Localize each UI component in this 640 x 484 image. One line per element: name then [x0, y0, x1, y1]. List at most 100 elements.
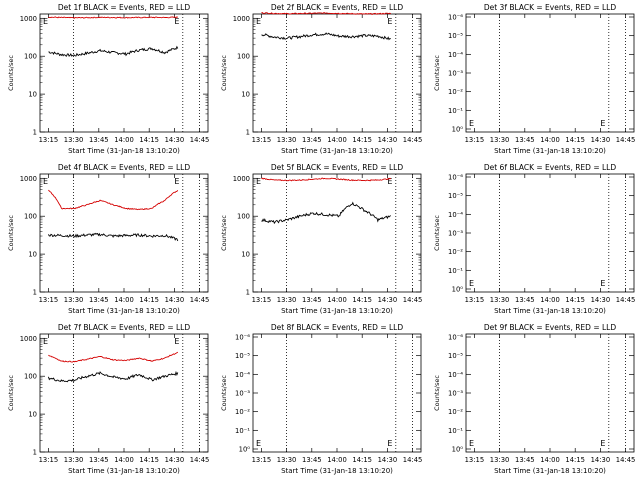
x-tick-label: 14:30: [165, 136, 185, 144]
y-tick-label: 10⁻⁴: [448, 211, 463, 219]
y-tick-label: 10⁻²: [235, 408, 250, 416]
chart-det-5: Det 5f BLACK = Events, RED = LLD Counts/s…: [220, 163, 422, 315]
plot-frame: [252, 333, 422, 453]
chart-title: Det 5f BLACK = Events, RED = LLD: [271, 163, 404, 172]
x-tick-label: 14:45: [616, 456, 636, 464]
y-tick-label: 1000: [20, 15, 37, 23]
x-axis-label: Start Time (31-Jan-18 13:10:20): [281, 147, 393, 155]
y-tick-label: 10⁰: [452, 126, 464, 134]
x-tick-label: 14:15: [139, 456, 159, 464]
x-tick-label: 14:15: [352, 136, 372, 144]
y-tick-label: 10⁻¹: [448, 267, 463, 275]
x-axis-label: Start Time (31-Jan-18 13:10:20): [494, 307, 606, 315]
interval-start-marker: E: [469, 119, 474, 128]
y-tick-label: 10⁻⁶: [448, 334, 463, 342]
x-tick-label: 13:15: [39, 136, 59, 144]
chart-title: Det 7f BLACK = Events, RED = LLD: [58, 323, 191, 332]
x-tick-label: 13:15: [465, 456, 485, 464]
plot-frame: [39, 173, 209, 293]
interval-end-marker: E: [387, 17, 392, 26]
y-tick-label: 10⁻⁴: [448, 371, 463, 379]
series-events-line: [48, 232, 179, 242]
y-tick-label: 10: [241, 251, 250, 259]
y-tick-label: 10⁻²: [448, 248, 463, 256]
chart-title: Det 4f BLACK = Events, RED = LLD: [58, 163, 191, 172]
x-tick-label: 14:45: [190, 456, 210, 464]
y-tick-label: 1: [246, 129, 250, 137]
x-tick-label: 14:00: [327, 456, 347, 464]
chart-title: Det 2f BLACK = Events, RED = LLD: [271, 3, 404, 12]
y-tick-label: 10⁻⁶: [235, 334, 250, 342]
interval-start-marker: E: [256, 17, 261, 26]
y-tick-label: 10: [241, 91, 250, 99]
x-tick-label: 13:30: [277, 296, 297, 304]
interval-start-marker: E: [256, 439, 261, 448]
series-lld-line: [261, 177, 392, 182]
x-tick-label: 14:30: [378, 456, 398, 464]
chart-det-4: Det 4f BLACK = Events, RED = LLD Counts/s…: [7, 163, 209, 315]
plot-frame: [465, 173, 635, 293]
x-tick-label: 13:45: [89, 136, 109, 144]
x-tick-label: 13:45: [515, 136, 535, 144]
interval-end-marker: E: [174, 17, 179, 26]
interval-end-marker: E: [174, 337, 179, 346]
interval-end-marker: E: [600, 119, 605, 128]
x-tick-label: 14:00: [114, 456, 134, 464]
y-tick-label: 10⁻⁵: [448, 192, 463, 200]
y-tick-label: 10⁻²: [448, 408, 463, 416]
interval-start-marker: E: [43, 177, 48, 186]
x-tick-label: 13:30: [490, 296, 510, 304]
y-tick-label: 10⁻⁶: [448, 174, 463, 182]
chart-det-1: Det 1f BLACK = Events, RED = LLD Counts/s…: [7, 3, 209, 155]
plot-frame: [252, 173, 422, 293]
y-tick-label: 10⁻⁶: [448, 14, 463, 22]
y-tick-label: 100: [24, 373, 37, 381]
x-tick-label: 13:15: [252, 136, 272, 144]
series-lld-line: [48, 189, 179, 211]
y-tick-label: 10⁻⁵: [448, 32, 463, 40]
y-tick-label: 10⁻¹: [448, 107, 463, 115]
series-lld-line: [48, 351, 179, 363]
y-tick-label: 10⁻³: [448, 390, 463, 398]
x-tick-label: 14:45: [403, 296, 423, 304]
x-axis-label: Start Time (31-Jan-18 13:10:20): [281, 467, 393, 475]
plot-frame: [39, 333, 209, 453]
y-tick-label: 10⁻⁴: [448, 51, 463, 59]
x-tick-label: 14:45: [616, 136, 636, 144]
x-tick-label: 13:15: [252, 456, 272, 464]
interval-end-marker: E: [600, 279, 605, 288]
x-tick-label: 13:15: [39, 296, 59, 304]
y-tick-label: 100: [24, 213, 37, 221]
x-tick-label: 13:15: [39, 456, 59, 464]
x-tick-label: 14:00: [114, 136, 134, 144]
y-axis-label: Counts/sec: [220, 55, 228, 91]
y-tick-label: 10⁻⁵: [235, 352, 250, 360]
plot-frame: [465, 333, 635, 453]
y-tick-label: 10⁻²: [448, 88, 463, 96]
y-tick-label: 10: [28, 251, 37, 259]
x-tick-label: 14:00: [327, 136, 347, 144]
series-lld-line: [48, 16, 179, 19]
y-axis-label: Counts/sec: [7, 375, 15, 411]
series-events-line: [261, 201, 392, 225]
interval-start-marker: E: [256, 177, 261, 186]
x-tick-label: 13:30: [277, 136, 297, 144]
x-axis-label: Start Time (31-Jan-18 13:10:20): [494, 467, 606, 475]
chart-title: Det 9f BLACK = Events, RED = LLD: [484, 323, 617, 332]
x-tick-label: 14:15: [352, 456, 372, 464]
y-tick-label: 100: [237, 213, 250, 221]
interval-start-marker: E: [469, 439, 474, 448]
interval-end-marker: E: [387, 177, 392, 186]
x-axis-label: Start Time (31-Jan-18 13:10:20): [68, 147, 180, 155]
chart-det-2: Det 2f BLACK = Events, RED = LLD Counts/s…: [220, 3, 422, 155]
y-tick-label: 10⁰: [452, 446, 464, 454]
chart-det-9: Det 9f BLACK = Events, RED = LLD Counts/s…: [433, 323, 635, 475]
x-tick-label: 14:15: [352, 296, 372, 304]
chart-title: Det 3f BLACK = Events, RED = LLD: [484, 3, 617, 12]
chart-det-3: Det 3f BLACK = Events, RED = LLD Counts/s…: [433, 3, 635, 155]
x-tick-label: 14:45: [403, 136, 423, 144]
y-tick-label: 1: [33, 289, 37, 297]
y-tick-label: 10: [28, 411, 37, 419]
x-axis-label: Start Time (31-Jan-18 13:10:20): [68, 467, 180, 475]
x-tick-label: 14:45: [190, 296, 210, 304]
